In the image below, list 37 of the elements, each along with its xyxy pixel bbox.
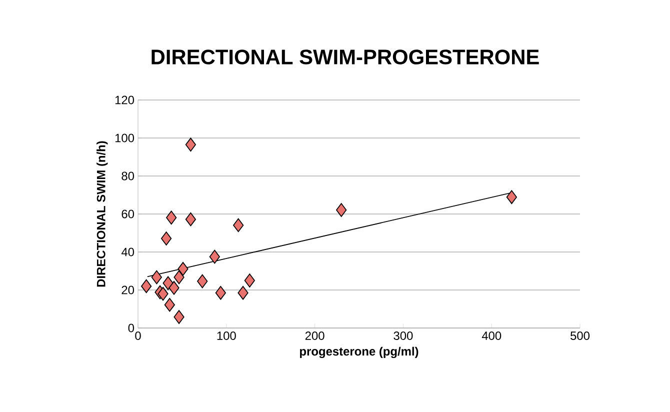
- x-tick-label: 500: [570, 332, 590, 340]
- point: [160, 232, 172, 246]
- x-tick-label: 400: [482, 332, 502, 340]
- x-axis-title: progesterone (pg/ml): [300, 346, 418, 358]
- y-tick-label: 80: [122, 172, 134, 180]
- y-tick-label: 100: [115, 134, 134, 142]
- point: [185, 212, 196, 226]
- point: [197, 274, 208, 288]
- point: [238, 286, 248, 300]
- point: [166, 210, 177, 225]
- point: [209, 250, 220, 264]
- point: [158, 286, 168, 301]
- point: [178, 262, 188, 276]
- x-tick-label: 100: [217, 332, 236, 340]
- point: [174, 310, 184, 324]
- x-tick-label: 300: [394, 332, 413, 340]
- x-tick-label: 0: [135, 332, 141, 340]
- point: [506, 190, 517, 204]
- point: [151, 270, 162, 284]
- point: [233, 218, 244, 232]
- y-tick-label: 0: [128, 324, 134, 332]
- chart-title: DIRECTIONAL SWIM-PROGESTERONE: [152, 50, 539, 64]
- point: [174, 270, 184, 284]
- y-axis-title: DIRECTIONAL SWIM (n/h): [96, 141, 108, 287]
- y-tick-label: 60: [122, 210, 134, 218]
- y-tick-label: 40: [121, 248, 134, 256]
- point: [168, 280, 180, 295]
- point: [244, 274, 255, 288]
- point: [162, 276, 174, 290]
- point: [141, 279, 152, 294]
- y-tick-label: 20: [122, 286, 134, 294]
- x-tick-label: 200: [305, 332, 324, 340]
- point: [336, 203, 347, 217]
- y-tick-label: 120: [115, 96, 134, 104]
- point: [215, 286, 226, 300]
- point: [164, 298, 175, 312]
- point: [185, 138, 196, 152]
